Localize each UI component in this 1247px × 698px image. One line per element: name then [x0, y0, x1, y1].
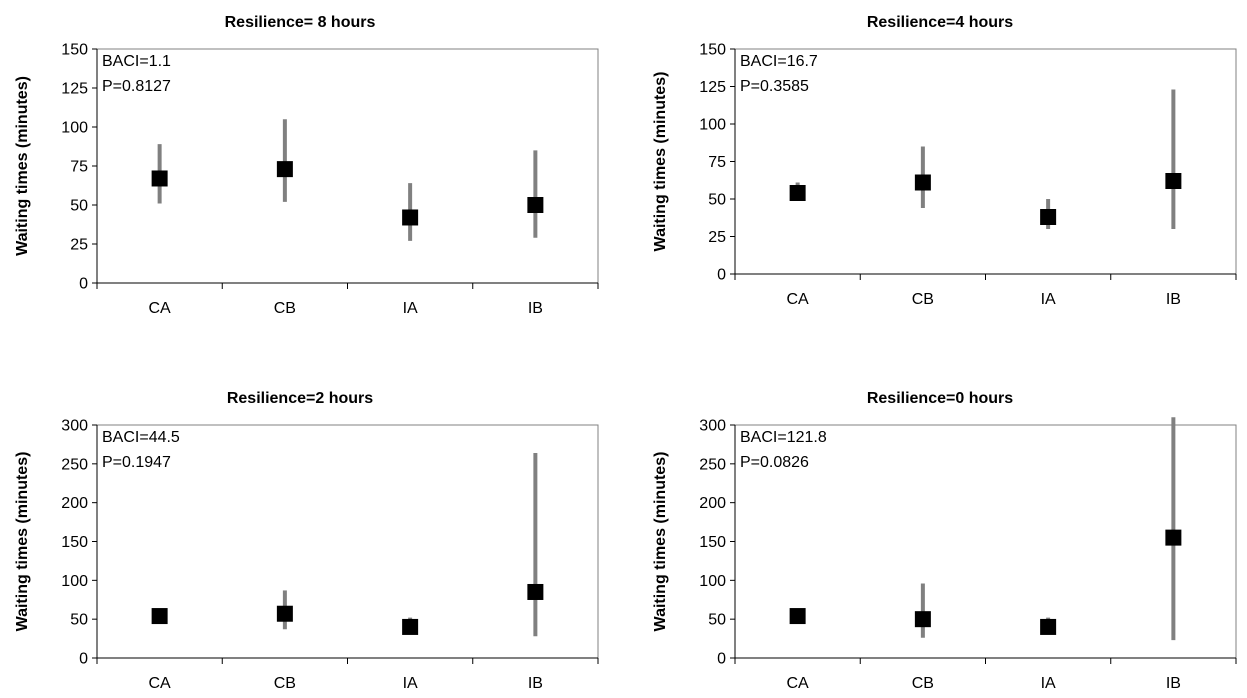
y-tick-label: 150: [61, 534, 88, 551]
y-tick-label: 25: [70, 237, 88, 254]
y-axis-label: Waiting times (minutes): [652, 72, 669, 252]
y-tick-label: 50: [70, 612, 88, 629]
data-point-marker: [276, 605, 293, 622]
data-point-marker: [1040, 618, 1057, 635]
data-point-marker: [789, 185, 806, 201]
y-tick-label: 50: [70, 198, 88, 215]
y-tick-label: 150: [61, 42, 88, 59]
x-tick-label: IA: [403, 675, 418, 692]
y-tick-label: 0: [717, 267, 726, 284]
chart-panel-3: Resilience=2 hours Waiting times (minutes…: [14, 390, 599, 692]
data-point-marker: [1165, 173, 1182, 189]
x-tick-label: IA: [1041, 675, 1056, 692]
chart-title: Resilience=0 hours: [867, 390, 1013, 407]
x-tick-label: CB: [274, 675, 296, 692]
y-tick-label: 200: [699, 495, 726, 512]
data-point-marker: [276, 161, 293, 178]
data-point-marker: [402, 209, 419, 226]
stat-annotation: P=0.0826: [740, 454, 809, 471]
y-tick-label: 125: [699, 79, 726, 96]
y-tick-label: 75: [70, 159, 88, 176]
data-point-marker: [1165, 529, 1182, 546]
stat-annotation: BACI=16.7: [740, 53, 818, 70]
chart-title: Resilience= 8 hours: [225, 14, 376, 31]
y-tick-label: 200: [61, 495, 88, 512]
y-tick-label: 150: [699, 42, 726, 59]
data-point-marker: [151, 608, 168, 625]
x-tick-label: CA: [787, 291, 810, 308]
y-tick-label: 0: [79, 276, 88, 293]
y-tick-label: 300: [699, 418, 726, 435]
y-tick-label: 150: [699, 534, 726, 551]
chart-panel-2: Resilience=4 hours Waiting times (minutes…: [652, 14, 1237, 308]
y-tick-label: 50: [708, 612, 726, 629]
y-tick-label: 0: [79, 651, 88, 668]
x-tick-label: CB: [274, 300, 296, 317]
x-tick-label: CA: [149, 675, 172, 692]
y-tick-label: 100: [61, 120, 88, 137]
x-tick-label: IB: [1166, 675, 1181, 692]
stat-annotation: BACI=44.5: [102, 429, 180, 446]
stat-annotation: BACI=121.8: [740, 429, 827, 446]
plot-area: [734, 48, 1237, 275]
y-tick-label: 25: [708, 229, 726, 246]
data-point-marker: [914, 611, 931, 628]
data-point-marker: [527, 583, 544, 600]
x-tick-label: CA: [149, 300, 172, 317]
y-tick-label: 125: [61, 81, 88, 98]
chart-title: Resilience=4 hours: [867, 14, 1013, 31]
y-axis-label: Waiting times (minutes): [652, 452, 669, 632]
y-axis-label: Waiting times (minutes): [14, 452, 31, 632]
stat-annotation: P=0.8127: [102, 78, 171, 95]
plot-area: [96, 48, 599, 284]
x-tick-label: IB: [528, 300, 543, 317]
y-tick-label: 75: [708, 154, 726, 171]
y-tick-label: 300: [61, 418, 88, 435]
x-tick-label: IA: [1041, 291, 1056, 308]
y-tick-label: 100: [699, 573, 726, 590]
x-tick-label: CB: [912, 675, 934, 692]
y-tick-label: 100: [61, 573, 88, 590]
data-point-marker: [527, 197, 544, 213]
data-point-marker: [914, 174, 931, 191]
y-tick-label: 250: [61, 456, 88, 473]
y-tick-label: 50: [708, 192, 726, 209]
y-tick-label: 0: [717, 651, 726, 668]
x-tick-label: IB: [1166, 291, 1181, 308]
stat-annotation: BACI=1.1: [102, 53, 171, 70]
y-tick-label: 100: [699, 117, 726, 134]
chart-panel-1: Resilience= 8 hours Waiting times (minute…: [14, 14, 599, 317]
data-point-marker: [402, 618, 419, 635]
plot-area: [96, 424, 599, 659]
x-tick-label: CB: [912, 291, 934, 308]
x-tick-label: IA: [403, 300, 418, 317]
data-point-marker: [1040, 209, 1057, 225]
data-point-marker: [789, 608, 806, 625]
y-tick-label: 250: [699, 456, 726, 473]
data-point-marker: [151, 170, 168, 187]
stat-annotation: P=0.1947: [102, 454, 171, 471]
chart-title: Resilience=2 hours: [227, 390, 373, 407]
x-tick-label: CA: [787, 675, 810, 692]
y-axis-label: Waiting times (minutes): [14, 76, 31, 256]
plot-area: [734, 424, 1237, 659]
x-tick-label: IB: [528, 675, 543, 692]
chart-panel-4: Resilience=0 hours Waiting times (minutes…: [652, 390, 1237, 692]
stat-annotation: P=0.3585: [740, 78, 809, 95]
